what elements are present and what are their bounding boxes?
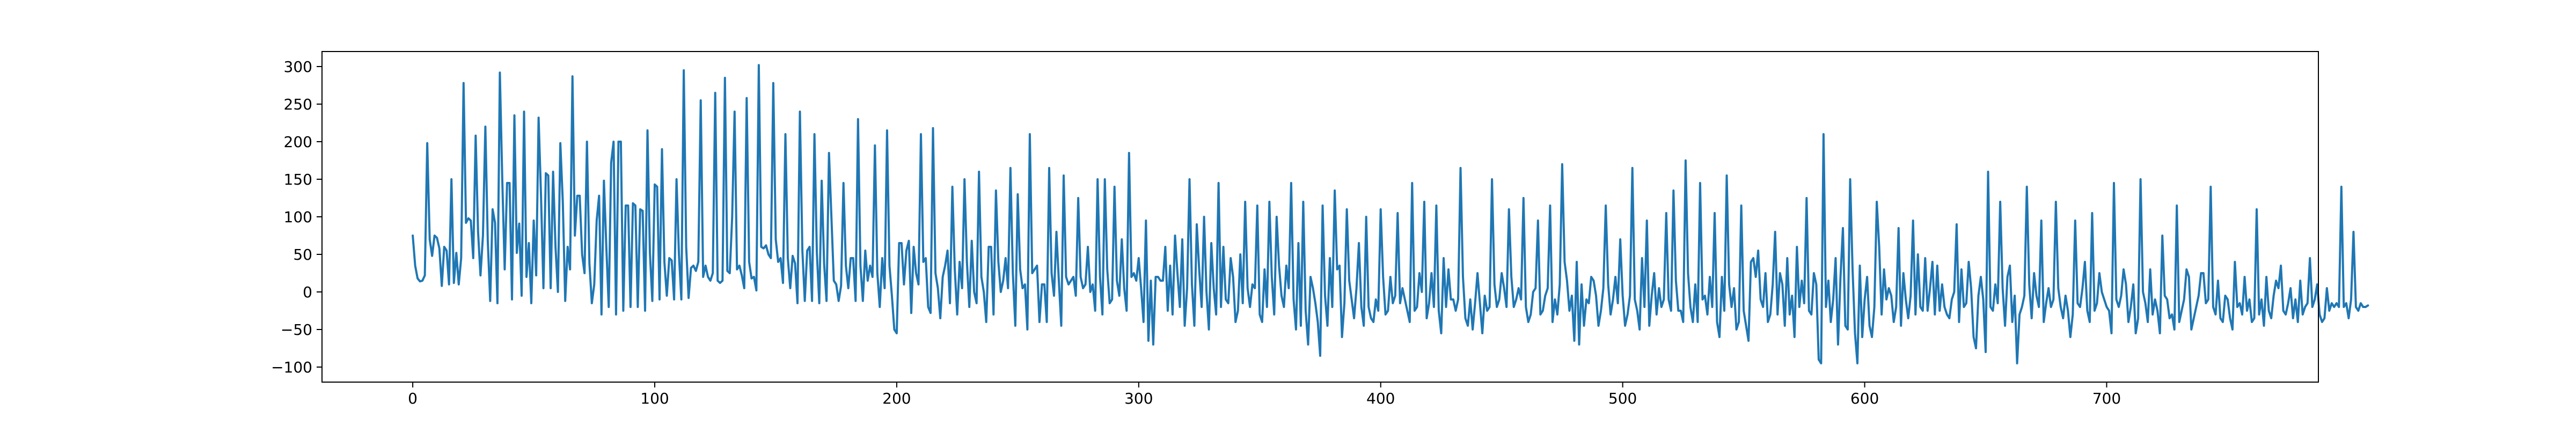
x-tick-label: 300 <box>1124 390 1153 407</box>
y-tick-label: 200 <box>284 133 312 151</box>
y-tick-label: 150 <box>284 171 312 188</box>
x-tick-label: 200 <box>882 390 911 407</box>
y-tick-label: 300 <box>284 58 312 76</box>
x-tick-label: 100 <box>640 390 669 407</box>
x-tick-label: 400 <box>1366 390 1395 407</box>
x-tick-label: 0 <box>408 390 418 407</box>
y-axis: −100 −50 0 50 100 150 200 250 300 <box>271 58 322 376</box>
x-axis: 0 100 200 300 400 500 600 700 <box>408 382 2121 407</box>
y-tick-label: −50 <box>281 321 312 339</box>
x-tick-label: 700 <box>2092 390 2121 407</box>
y-tick-label: −100 <box>271 358 312 376</box>
x-tick-label: 500 <box>1608 390 1637 407</box>
y-tick-label: 50 <box>293 246 312 263</box>
series-line-0 <box>412 64 2369 364</box>
x-tick-label: 600 <box>1850 390 1879 407</box>
y-tick-label: 100 <box>284 208 312 226</box>
y-tick-label: 250 <box>284 96 312 113</box>
y-tick-label: 0 <box>303 283 312 301</box>
